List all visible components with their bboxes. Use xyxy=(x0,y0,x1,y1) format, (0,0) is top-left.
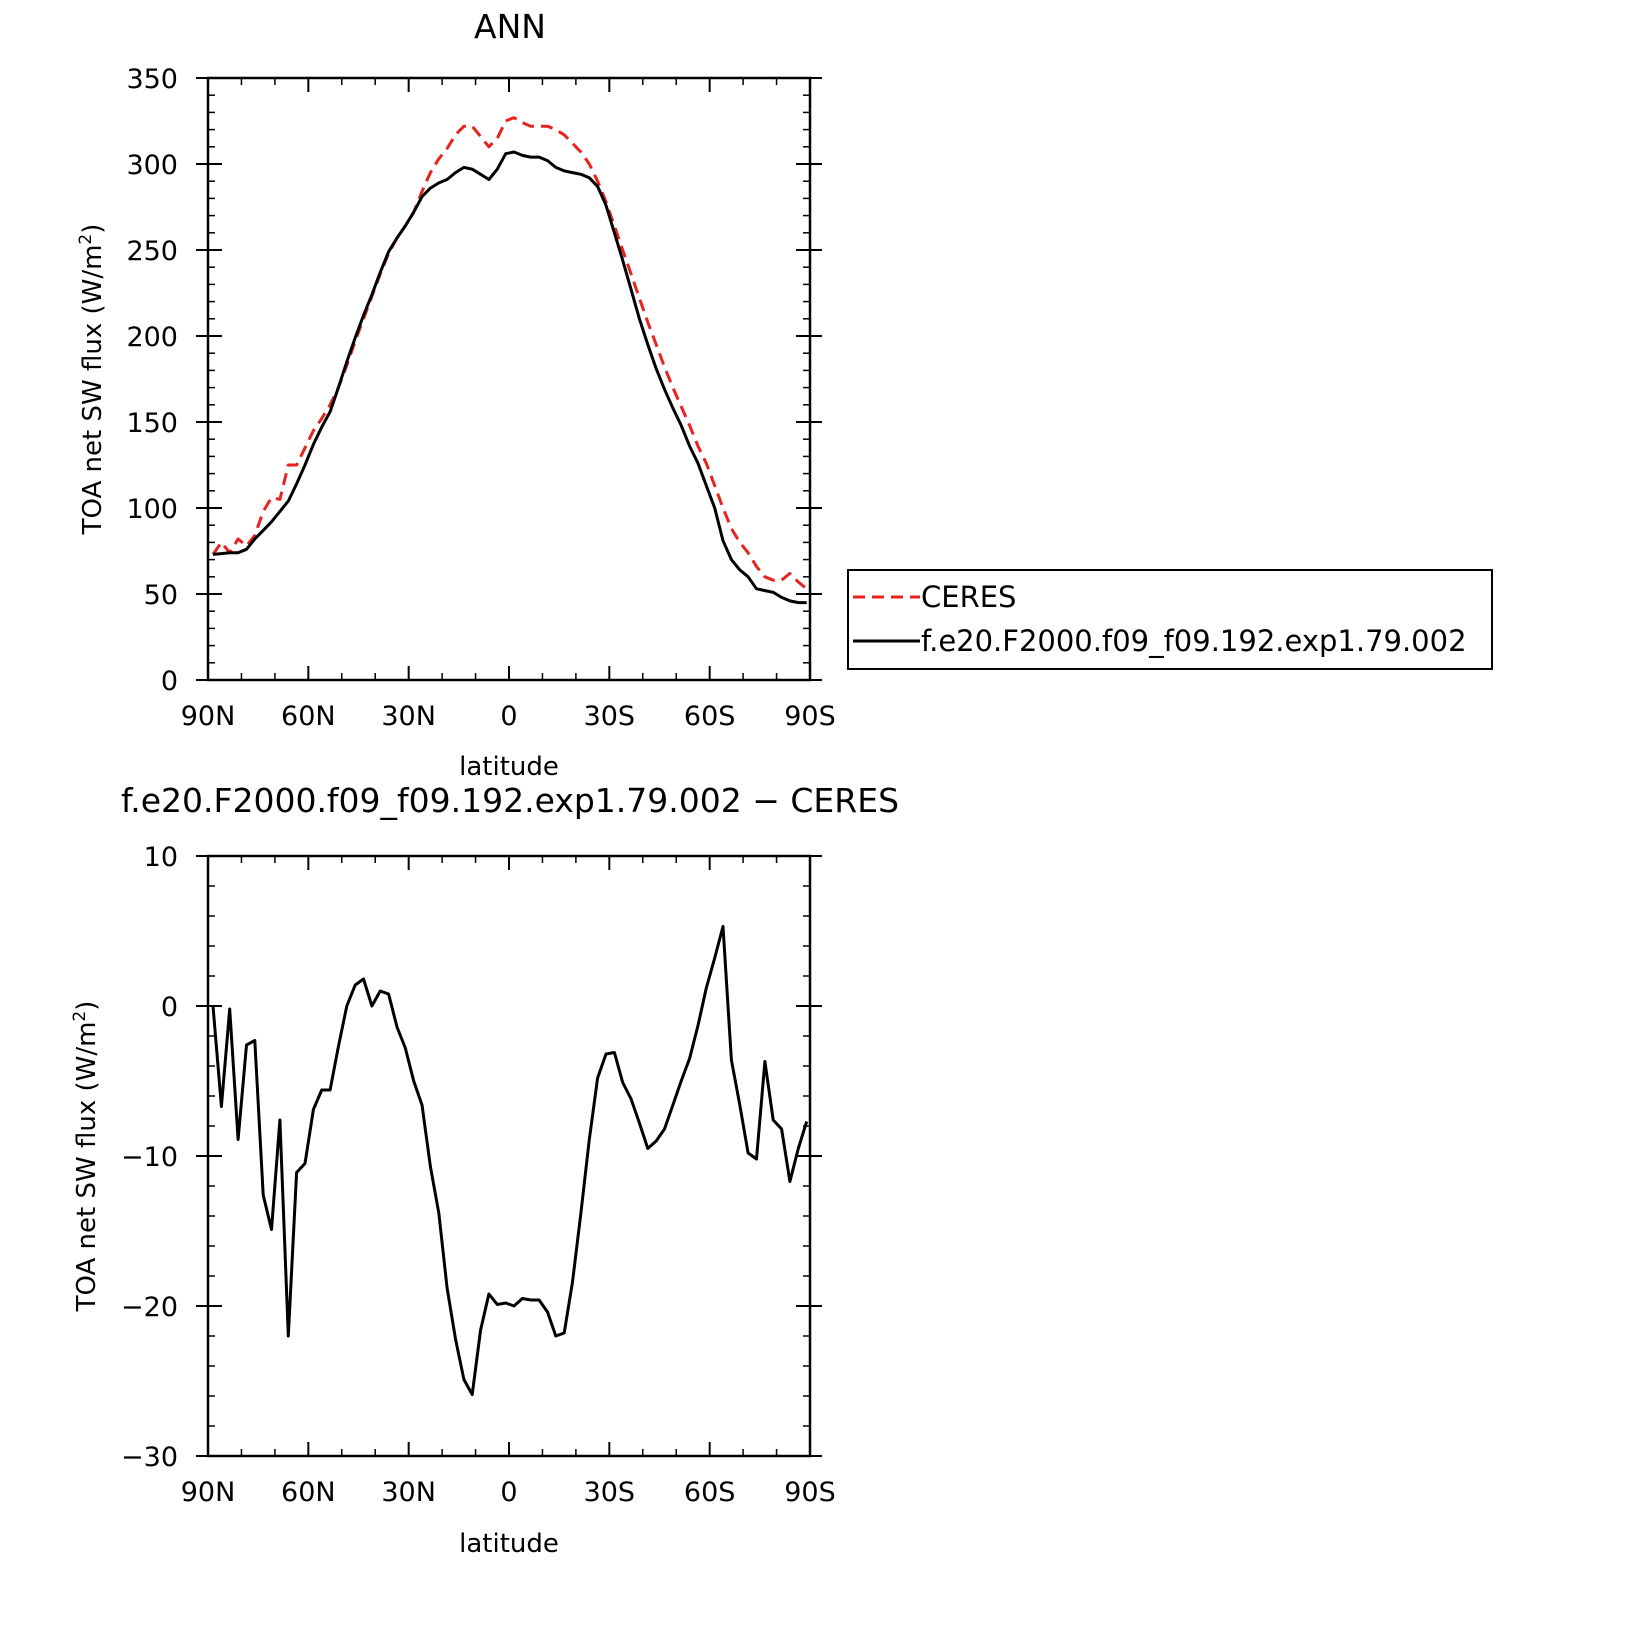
tick-group xyxy=(196,77,822,681)
x-tick-label: 30N xyxy=(381,701,436,732)
x-tick-label: 90S xyxy=(784,1477,836,1508)
x-tick-label: 60S xyxy=(684,1477,736,1508)
y-tick-label: 200 xyxy=(126,322,178,353)
series-group xyxy=(211,925,809,1396)
chart-title: ANN xyxy=(474,7,546,46)
y-tick-label: 0 xyxy=(161,666,178,697)
y-tick-label: 10 xyxy=(144,842,178,873)
panel-annual-flux: ANN 90N 60N 30N 0 30S 60S 90S 0 50 100 150 200 250 3… xyxy=(76,7,1493,782)
y-tick-label: −30 xyxy=(121,1442,178,1473)
x-tick-label: 90S xyxy=(784,701,836,732)
y-tick-label: 250 xyxy=(126,236,178,267)
series-line xyxy=(212,150,807,605)
plot-frame xyxy=(206,854,812,1458)
y-tick-label: 300 xyxy=(126,150,178,181)
x-tick-labels: 90N 60N 30N 0 30S 60S 90S xyxy=(181,701,836,732)
x-tick-label: 90N xyxy=(181,701,236,732)
series-line xyxy=(211,116,808,590)
x-tick-label: 60N xyxy=(281,701,336,732)
y-tick-label: −20 xyxy=(121,1292,178,1323)
x-axis-label: latitude xyxy=(459,1529,559,1559)
x-tick-label: 30N xyxy=(381,1477,436,1508)
tick-group xyxy=(196,855,822,1457)
panel-difference: f.e20.F2000.f09_f09.192.exp1.79.002 − CE… xyxy=(70,781,899,1559)
x-tick-label: 0 xyxy=(500,701,517,732)
x-tick-label: 90N xyxy=(181,1477,236,1508)
legend-label-ceres: CERES xyxy=(921,580,1016,614)
y-tick-labels: −30 −20 −10 0 10 xyxy=(121,842,178,1473)
y-tick-label: 50 xyxy=(144,580,178,611)
y-axis-label: TOA net SW flux (W/m2) xyxy=(70,1001,102,1313)
legend: CERES f.e20.F2000.f09_f09.192.exp1.79.00… xyxy=(847,569,1493,670)
x-tick-label: 30S xyxy=(584,701,636,732)
y-tick-label: 0 xyxy=(161,992,178,1023)
x-tick-label: 60S xyxy=(684,701,736,732)
x-axis-label: latitude xyxy=(459,752,559,782)
legend-box xyxy=(847,569,1493,670)
legend-label-model: f.e20.F2000.f09_f09.192.exp1.79.002 xyxy=(921,624,1467,658)
y-tick-label: 150 xyxy=(126,408,178,439)
x-tick-label: 0 xyxy=(500,1477,517,1508)
plot-frame xyxy=(206,76,812,682)
x-tick-label: 30S xyxy=(584,1477,636,1508)
y-tick-label: 350 xyxy=(126,64,178,95)
chart-title: f.e20.F2000.f09_f09.192.exp1.79.002 − CE… xyxy=(121,781,899,820)
y-axis-label: TOA net SW flux (W/m2) xyxy=(76,224,108,536)
y-tick-labels: 0 50 100 150 200 250 300 350 xyxy=(126,64,178,697)
series-line xyxy=(211,925,809,1396)
series-group xyxy=(211,116,808,605)
x-tick-labels: 90N 60N 30N 0 30S 60S 90S xyxy=(181,1477,836,1508)
y-tick-label: −10 xyxy=(121,1142,178,1173)
y-tick-label: 100 xyxy=(126,494,178,525)
x-tick-label: 60N xyxy=(281,1477,336,1508)
